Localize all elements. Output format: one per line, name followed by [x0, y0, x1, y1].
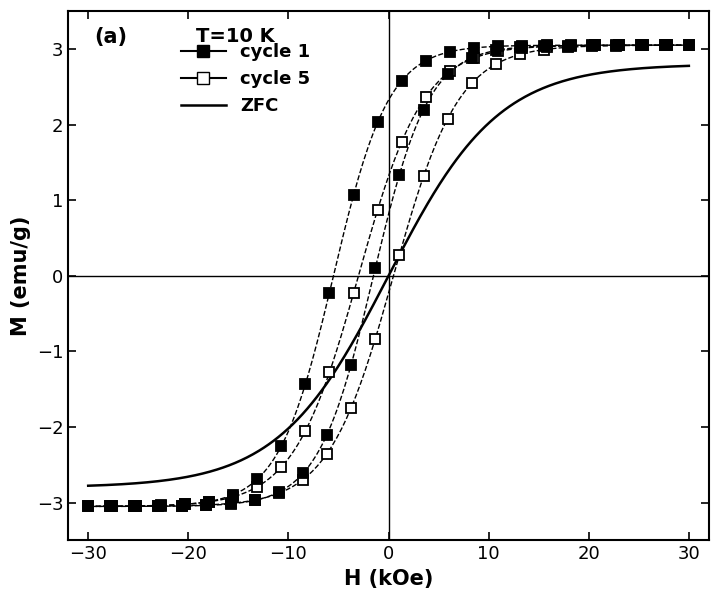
Y-axis label: M (emu/g): M (emu/g) [11, 215, 31, 336]
Text: (a): (a) [94, 27, 127, 47]
Text: T=10 K: T=10 K [197, 27, 275, 46]
X-axis label: H (kOe): H (kOe) [344, 569, 433, 589]
Legend: cycle 1, cycle 5, ZFC: cycle 1, cycle 5, ZFC [174, 36, 318, 122]
